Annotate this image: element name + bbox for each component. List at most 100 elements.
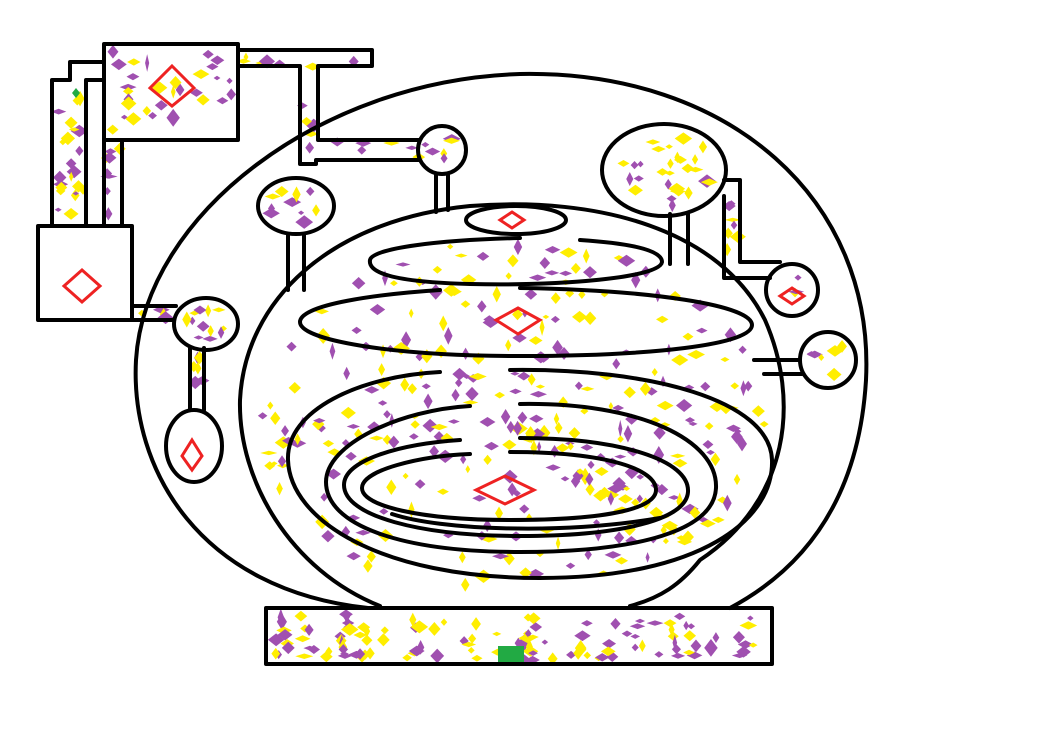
yellow-pellet <box>312 204 320 217</box>
purple-pellet <box>213 75 221 81</box>
purple-pellet <box>217 326 225 339</box>
right-upper-stem <box>668 212 690 266</box>
purple-pellet <box>630 161 639 170</box>
yellow-pellet <box>340 623 359 636</box>
yellow-pellet <box>492 631 502 637</box>
yellow-pellet <box>553 412 560 426</box>
yellow-pellet <box>759 420 769 428</box>
yellow-pellet <box>274 185 289 198</box>
purple-pellet <box>630 634 641 639</box>
yellow-pellet <box>555 443 570 453</box>
top-corridor-wall <box>236 48 422 142</box>
goal-layer <box>61 63 807 506</box>
purple-pellet <box>687 623 696 630</box>
yellow-pellet <box>295 653 314 659</box>
yellow-pellet <box>554 421 563 435</box>
purple-pellet <box>625 535 638 546</box>
purple-pellet <box>415 352 424 362</box>
yellow-pellet <box>363 559 373 573</box>
yellow-pellet <box>684 186 693 200</box>
yellow-pellet <box>663 619 677 628</box>
purple-pellet <box>54 207 62 212</box>
player-marker[interactable] <box>72 88 80 98</box>
start-pad[interactable] <box>498 646 524 662</box>
purple-pellet <box>612 404 625 412</box>
core-diamond[interactable] <box>472 474 538 506</box>
yellow-pellet <box>59 138 67 146</box>
purple-pellet <box>614 531 625 544</box>
purple-pellet <box>512 333 527 343</box>
purple-pellet <box>737 640 754 649</box>
yellow-pellet <box>583 651 592 660</box>
yellow-pellet <box>674 151 681 164</box>
purple-pellet <box>304 623 314 636</box>
upper-ring-diamond[interactable] <box>493 306 543 336</box>
purple-pellet <box>408 645 425 657</box>
yellow-pellet <box>461 641 477 648</box>
lower-left-pod-diamond[interactable] <box>180 437 204 473</box>
purple-pellet <box>424 147 441 156</box>
purple-pellet <box>617 254 636 267</box>
purple-pellet <box>346 552 361 561</box>
purple-pellet <box>477 300 487 313</box>
purple-pellet <box>607 492 615 506</box>
yellow-pellet <box>717 496 728 504</box>
yellow-pellet <box>547 652 558 665</box>
yellow-pellet <box>651 145 666 153</box>
right-small-pod-diamond[interactable] <box>777 286 807 306</box>
yellow-pellet <box>276 482 283 496</box>
purple-pellet <box>329 342 336 360</box>
top-ring-wall <box>464 204 568 236</box>
yellow-pellet <box>378 363 386 376</box>
upper-left-room-diamond[interactable] <box>147 63 197 108</box>
purple-pellet <box>623 424 633 443</box>
yellow-pellet <box>681 163 695 174</box>
right-small-pod-wall <box>764 262 820 318</box>
left-room-diamond[interactable] <box>61 267 103 305</box>
yellow-pellet <box>578 290 586 300</box>
purple-pellet <box>452 367 467 381</box>
purple-pellet <box>276 613 287 631</box>
purple-pellet <box>712 632 720 644</box>
purple-pellet <box>666 195 677 203</box>
yellow-pellet <box>623 486 631 491</box>
purple-pellet <box>283 197 302 208</box>
purple-pellet <box>794 274 802 281</box>
yellow-pellet <box>69 171 74 182</box>
purple-pellet <box>618 419 623 438</box>
yellow-pellet <box>439 315 448 332</box>
purple-pellet <box>455 378 463 388</box>
yellow-pellet <box>60 131 76 146</box>
yellow-pellet <box>682 332 694 341</box>
yellow-pellet <box>503 551 515 566</box>
yellow-pellet <box>353 631 368 639</box>
purple-pellet <box>633 175 644 182</box>
yellow-pellet <box>687 350 706 360</box>
yellow-pellet <box>462 400 479 405</box>
yellow-pellet <box>631 498 640 507</box>
yellow-pellet <box>550 292 561 305</box>
yellow-pellet <box>236 58 251 64</box>
purple-pellet <box>690 639 702 653</box>
purple-pellet <box>369 303 386 316</box>
purple-pellet <box>196 320 210 332</box>
yellow-pellet <box>495 506 503 521</box>
yellow-pellet <box>369 435 385 441</box>
purple-pellet <box>631 643 639 652</box>
purple-pellet <box>565 562 576 569</box>
yellow-pellet <box>585 483 595 496</box>
purple-pellet <box>595 653 610 662</box>
yellow-pellet <box>539 318 545 336</box>
purple-pellet <box>459 636 469 646</box>
yellow-pellet <box>106 124 119 135</box>
yellow-pellet <box>380 626 389 635</box>
purple-pellet <box>433 431 445 442</box>
yellow-pellet <box>656 168 669 176</box>
purple-pellet <box>700 381 711 392</box>
purple-pellet <box>584 549 592 561</box>
top-ring-diamond[interactable] <box>497 210 527 230</box>
purple-pellet <box>405 145 419 151</box>
yellow-pellet <box>535 384 546 389</box>
purple-pellet <box>50 108 67 115</box>
